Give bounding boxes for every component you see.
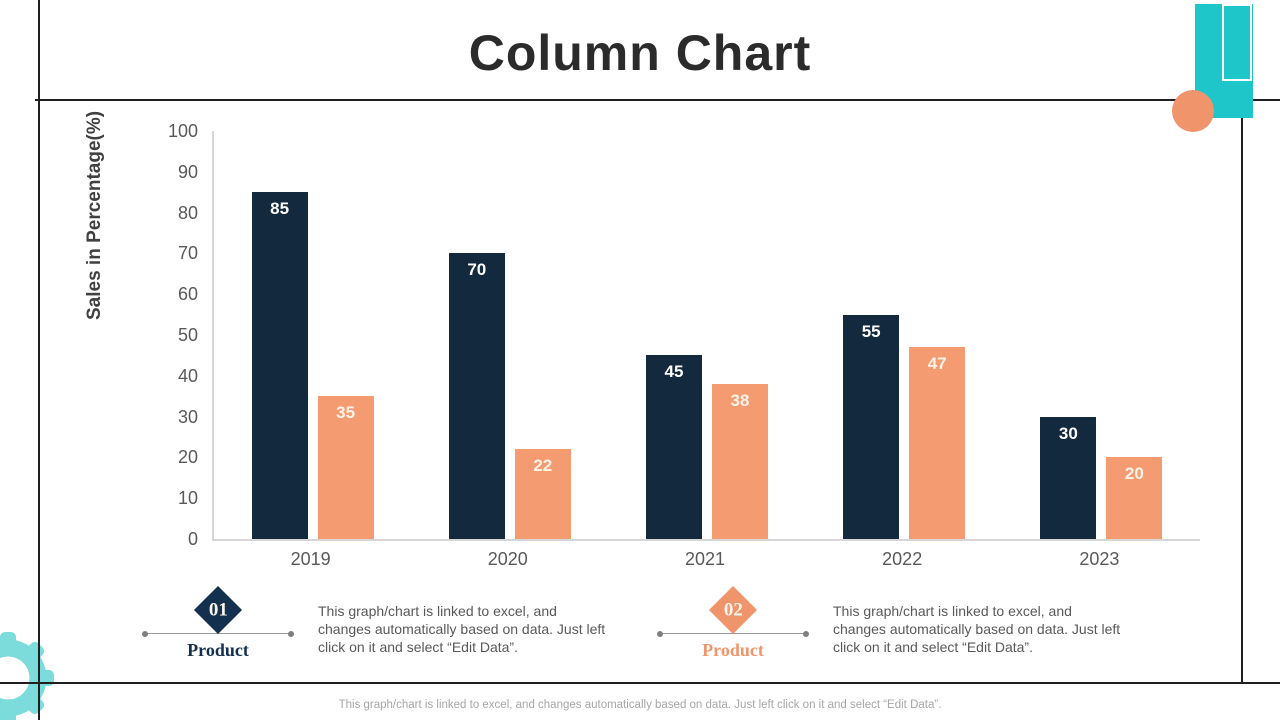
bar-product-01-2021: 45 [646, 355, 702, 539]
bar-product-02-2020: 22 [514, 449, 571, 539]
bar-product-02-2023: 20 [1106, 457, 1163, 539]
y-tick-label: 50 [177, 325, 198, 345]
orange-circle-decoration [1172, 90, 1214, 132]
bar-value-label: 30 [1058, 423, 1078, 443]
right-frame-line [1241, 118, 1243, 683]
teal-rectangle-outline-decoration [1222, 4, 1252, 81]
y-tick-label: 30 [177, 406, 198, 427]
bar-product-02-2022: 47 [909, 347, 966, 539]
diamond-icon: 02 [708, 585, 758, 635]
x-tick-label: 2020 [487, 549, 528, 569]
y-tick-label: 10 [177, 488, 198, 509]
column-chart-plot-area: 85 35 70 22 45 38 55 47 30 20 [212, 131, 1200, 541]
bar-product-02-2019: 35 [317, 396, 374, 539]
bar-value-label: 47 [927, 354, 947, 374]
legend-graphic-02: 02 Product [657, 585, 809, 665]
left-frame-line [38, 0, 40, 720]
bar-product-02-2021: 38 [712, 383, 768, 539]
y-tick-label: 40 [177, 365, 198, 386]
bar-product-01-2023: 30 [1040, 416, 1097, 539]
bar-value-label: 20 [1124, 464, 1144, 484]
diamond-icon: 01 [193, 585, 243, 635]
footer-divider-line [0, 682, 1280, 684]
y-tick-label: 20 [177, 447, 198, 468]
legend-description: This graph/chart is linked to excel, and… [833, 603, 1121, 655]
y-tick-label: 0 [187, 529, 198, 549]
bar-value-label: 45 [664, 362, 684, 382]
x-tick-label: 2021 [684, 549, 726, 569]
bar-value-label: 38 [730, 390, 750, 410]
y-tick-label: 70 [177, 243, 198, 264]
bar-value-label: 85 [270, 199, 290, 219]
bar-product-01-2019: 85 [251, 192, 308, 539]
bar-value-label: 70 [467, 260, 487, 280]
legend-number: 02 [723, 599, 743, 620]
legend-label: Product [187, 640, 249, 660]
x-tick-label: 2022 [882, 549, 923, 569]
footer-note: This graph/chart is linked to excel, and… [338, 699, 942, 711]
legend-description: This graph/chart is linked to excel, and… [318, 603, 606, 655]
legend-label: Product [702, 640, 764, 660]
x-tick-label: 2019 [290, 549, 331, 569]
bar-value-label: 55 [861, 321, 881, 341]
header-divider-line [35, 99, 1280, 101]
legend-number: 01 [208, 599, 228, 620]
bar-value-label: 22 [533, 456, 553, 476]
y-tick-label: 80 [177, 202, 198, 223]
x-tick-label: 2023 [1079, 549, 1120, 569]
y-tick-label: 60 [177, 284, 198, 305]
bar-value-label: 35 [336, 403, 356, 423]
page-title: Column Chart [468, 25, 812, 81]
legend-graphic-01: 01 Product [142, 585, 294, 665]
bar-product-01-2020: 70 [448, 253, 505, 539]
y-tick-label: 90 [177, 161, 198, 182]
y-tick-label: 100 [167, 121, 198, 141]
bar-product-01-2022: 55 [843, 314, 900, 539]
